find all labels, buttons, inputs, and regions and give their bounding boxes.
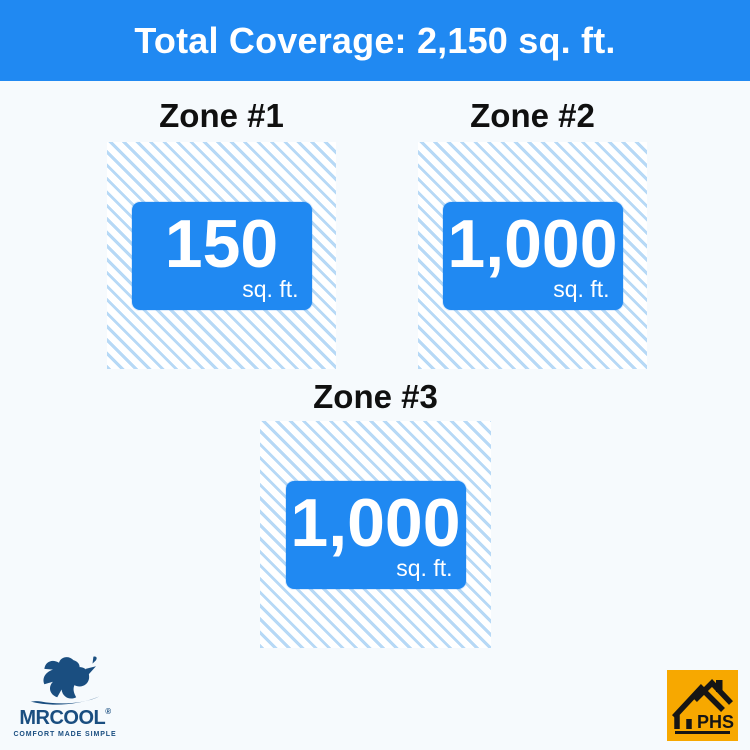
mrcool-name: MRCOOL (19, 707, 106, 729)
zone-3-title: Zone #3 (313, 378, 438, 415)
phs-label: PHS (697, 712, 734, 732)
zone-1-coverage-area: 150 sq. ft. (107, 142, 336, 369)
mrcool-wordmark: MRCOOL® (12, 707, 118, 729)
phs-house-icon: PHS (667, 670, 738, 741)
zone-1-badge: 150 sq. ft. (131, 201, 312, 310)
zone-3: Zone #3 1,000 sq. ft. (260, 379, 491, 648)
zone-2-badge: 1,000 sq. ft. (442, 201, 623, 310)
mrcool-tagline: COMFORT MADE SIMPLE (13, 731, 117, 738)
zone-3-unit: sq. ft. (396, 554, 453, 581)
mrcool-logo: MRCOOL® COMFORT MADE SIMPLE (12, 654, 118, 738)
zone-2: Zone #2 1,000 sq. ft. (418, 98, 647, 369)
zone-3-coverage-area: 1,000 sq. ft. (260, 421, 491, 648)
zone-2-coverage-area: 1,000 sq. ft. (418, 142, 647, 369)
total-coverage-title: Total Coverage: 2,150 sq. ft. (134, 19, 616, 61)
zone-1-title: Zone #1 (159, 97, 284, 134)
zone-1-value: 150 (164, 205, 279, 282)
registered-trademark-symbol: ® (105, 707, 111, 716)
zone-2-value: 1,000 (447, 205, 618, 282)
zone-3-value: 1,000 (290, 484, 461, 561)
header-banner: Total Coverage: 2,150 sq. ft. (0, 0, 750, 81)
zone-1-unit: sq. ft. (242, 275, 299, 302)
phs-logo: PHS (667, 670, 738, 741)
mrcool-penguin-icon (30, 656, 100, 705)
zone-3-badge: 1,000 sq. ft. (285, 480, 466, 589)
zone-1: Zone #1 150 sq. ft. (107, 98, 336, 369)
zone-2-unit: sq. ft. (553, 275, 610, 302)
zone-2-title: Zone #2 (470, 97, 595, 134)
